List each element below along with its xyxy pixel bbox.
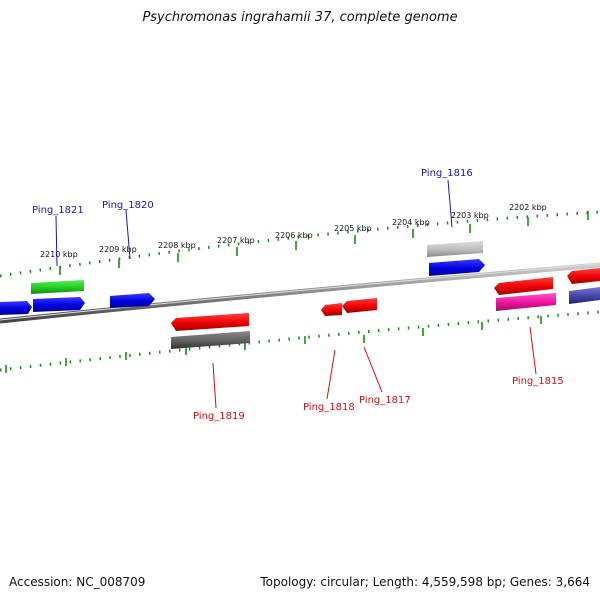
gene-arrow[interactable] <box>171 331 250 349</box>
gene-label-ping-1815[interactable]: Ping_1815 <box>512 376 564 387</box>
outer-minor-ticks <box>0 210 600 278</box>
kbp-label: 2202 kbp <box>509 203 547 212</box>
gene-label-ping-1817[interactable]: Ping_1817 <box>359 395 411 406</box>
reverse-gene-labels: Ping_1819 Ping_1818 Ping_1817 Ping_1815 <box>193 376 564 422</box>
gene-arrow[interactable] <box>494 277 553 295</box>
reverse-genes <box>171 268 600 349</box>
kbp-label: 2210 kbp <box>40 250 78 259</box>
kbp-label: 2206 kbp <box>275 231 313 240</box>
inner-major-ticks <box>5 316 542 373</box>
gene-arrow[interactable] <box>33 297 85 312</box>
gene-arrow[interactable] <box>110 293 155 308</box>
gene-label-ping-1820[interactable]: Ping_1820 <box>102 200 154 211</box>
outer-major-ticks <box>59 211 589 275</box>
gene-label-ping-1816[interactable]: Ping_1816 <box>421 168 473 179</box>
forward-gene-labels: Ping_1821 Ping_1820 Ping_1816 <box>32 168 473 216</box>
kbp-label: 2208 kbp <box>158 241 196 250</box>
page-title: Psychromonas ingrahamii 37, complete gen… <box>142 10 458 25</box>
scale-labels: 2210 kbp 2209 kbp 2208 kbp 2207 kbp 2206… <box>40 203 547 259</box>
forward-label-leaders <box>55 179 453 267</box>
gene-arrow[interactable] <box>429 259 485 276</box>
gene-label-ping-1819[interactable]: Ping_1819 <box>193 411 245 422</box>
gene-label-ping-1821[interactable]: Ping_1821 <box>32 205 84 216</box>
gene-arrow[interactable] <box>342 298 377 313</box>
kbp-label: 2209 kbp <box>99 245 137 254</box>
accession-text: Accession: NC_008709 <box>9 575 146 589</box>
genome-backbone <box>0 262 600 324</box>
inner-minor-ticks <box>0 310 600 372</box>
gene-label-ping-1818[interactable]: Ping_1818 <box>303 402 355 413</box>
gene-arrow[interactable] <box>321 303 342 316</box>
kbp-label: 2205 kbp <box>334 224 372 233</box>
gene-arrow[interactable] <box>567 268 600 284</box>
gene-arrow[interactable] <box>31 280 84 294</box>
genome-summary-text: Topology: circular; Length: 4,559,598 bp… <box>260 575 590 589</box>
gene-arrow[interactable] <box>496 293 556 311</box>
kbp-label: 2207 kbp <box>217 236 255 245</box>
gene-arrow[interactable] <box>569 287 600 304</box>
kbp-label: 2204 kbp <box>392 218 430 227</box>
forward-genes <box>0 241 485 315</box>
gene-arrow[interactable] <box>171 313 249 331</box>
gene-arrow[interactable] <box>427 241 483 257</box>
kbp-label: 2203 kbp <box>451 211 489 220</box>
gene-arrow[interactable] <box>0 301 32 315</box>
reverse-label-leaders <box>212 326 537 409</box>
